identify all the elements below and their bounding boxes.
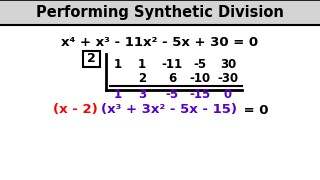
Text: -15: -15 — [189, 87, 211, 100]
Bar — [0, 0, 320, 25]
Text: 2: 2 — [87, 53, 96, 66]
Text: -5: -5 — [193, 57, 207, 71]
Text: -11: -11 — [161, 57, 183, 71]
FancyBboxPatch shape — [83, 51, 100, 67]
Text: x⁴ + x³ - 11x² - 5x + 30 = 0: x⁴ + x³ - 11x² - 5x + 30 = 0 — [61, 35, 259, 48]
Text: -5: -5 — [165, 87, 179, 100]
Text: -30: -30 — [217, 73, 239, 86]
Text: 30: 30 — [220, 57, 236, 71]
Text: 1: 1 — [138, 57, 146, 71]
Text: (x - 2): (x - 2) — [52, 103, 97, 116]
Text: 3: 3 — [138, 87, 146, 100]
Text: (x³ + 3x² - 5x - 15): (x³ + 3x² - 5x - 15) — [101, 103, 237, 116]
Text: -10: -10 — [189, 73, 211, 86]
Text: 6: 6 — [168, 73, 176, 86]
Text: 1: 1 — [114, 87, 122, 100]
Text: = 0: = 0 — [239, 103, 269, 116]
Text: 0: 0 — [224, 87, 232, 100]
Text: 1: 1 — [114, 57, 122, 71]
Text: 2: 2 — [138, 73, 146, 86]
Text: Performing Synthetic Division: Performing Synthetic Division — [36, 6, 284, 21]
